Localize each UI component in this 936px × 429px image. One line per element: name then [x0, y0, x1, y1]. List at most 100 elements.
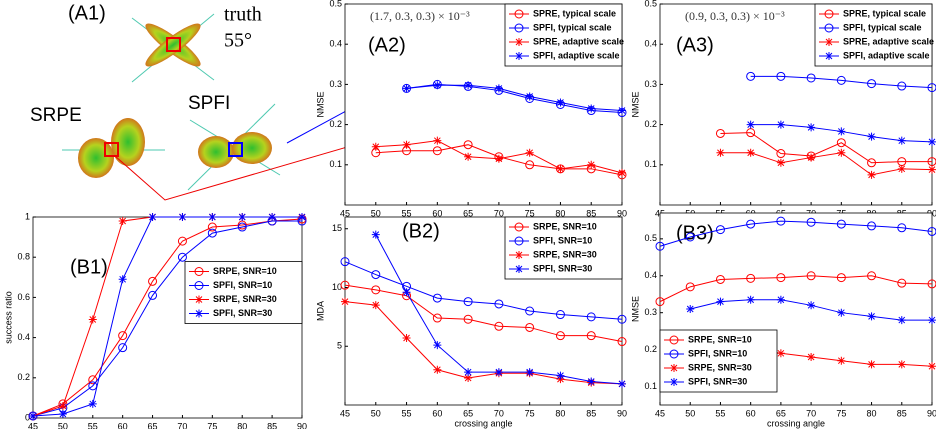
marker: [897, 223, 907, 233]
marker: [837, 148, 846, 157]
marker: [867, 132, 876, 141]
y-tick-label: 1: [25, 211, 30, 221]
marker: [670, 364, 678, 372]
angle-label: 55°: [224, 30, 252, 52]
y-tick-label: 0.4: [644, 39, 657, 49]
marker: [432, 146, 442, 156]
x-tick-label: 80: [867, 408, 877, 418]
x-tick-label: 80: [237, 421, 247, 429]
marker: [341, 297, 349, 306]
marker: [655, 297, 665, 307]
legend-label: SPFI, SNR=10: [533, 235, 592, 245]
marker: [928, 165, 936, 174]
panel-label: (A3): [676, 34, 714, 56]
y-tick-label: 0.2: [644, 119, 657, 129]
marker: [618, 168, 626, 177]
series-line: [32, 220, 302, 417]
marker: [195, 309, 203, 318]
marker: [587, 160, 596, 169]
y-tick-label: 0.2: [644, 344, 657, 354]
marker: [587, 377, 596, 386]
spfi-label: SPFI: [188, 93, 230, 114]
x-tick-label: 50: [685, 408, 695, 418]
marker: [836, 138, 846, 148]
marker: [824, 23, 834, 33]
marker: [494, 321, 504, 331]
marker: [432, 293, 442, 303]
marker: [88, 399, 97, 408]
marker: [685, 282, 695, 292]
x-tick-label: 85: [897, 408, 907, 418]
marker: [463, 314, 473, 324]
legend-label: SRPE, SNR=10: [213, 266, 277, 276]
marker: [515, 38, 523, 46]
truth-glyph: [131, 13, 215, 83]
y-tick-label: 0.1: [329, 159, 342, 169]
series-line: [720, 152, 933, 176]
x-tick-label: 85: [267, 421, 277, 429]
panel-label: (A2): [368, 34, 406, 56]
marker: [715, 274, 725, 284]
x-tick-label: 65: [776, 408, 786, 418]
marker: [746, 273, 756, 283]
marker: [556, 371, 565, 380]
x-tick-label: 45: [655, 408, 665, 418]
panel-label: (B3): [676, 222, 714, 244]
marker: [837, 308, 846, 317]
marker: [433, 365, 442, 374]
marker: [715, 128, 725, 138]
marker: [867, 158, 877, 168]
marker: [867, 271, 877, 281]
marker: [807, 123, 816, 132]
marker: [515, 265, 523, 273]
marker: [897, 81, 907, 91]
series-line: [32, 216, 302, 417]
marker: [927, 226, 936, 236]
x-tick-label: 60: [432, 208, 442, 218]
marker: [685, 232, 695, 242]
x-tick-label: 50: [371, 208, 381, 218]
marker: [867, 79, 877, 89]
marker: [432, 313, 442, 323]
marker: [433, 136, 442, 145]
marker: [340, 257, 350, 267]
marker: [525, 160, 535, 170]
marker: [29, 411, 37, 420]
marker: [340, 280, 350, 290]
marker: [686, 305, 695, 313]
marker: [776, 273, 786, 283]
x-tick-label: 60: [118, 421, 128, 429]
y-axis-label: success ratio: [3, 291, 13, 344]
x-tick-label: 60: [432, 408, 442, 418]
marker: [514, 23, 524, 33]
marker: [618, 379, 626, 388]
x-tick-label: 45: [28, 421, 38, 429]
marker: [897, 278, 907, 288]
marker: [776, 158, 785, 167]
marker: [746, 219, 756, 229]
marker: [897, 136, 906, 145]
marker: [836, 273, 846, 283]
marker: [402, 140, 411, 149]
marker: [670, 378, 678, 386]
x-tick-label: 90: [617, 208, 627, 218]
x-tick-label: 70: [494, 208, 504, 218]
marker: [194, 267, 204, 276]
x-tick-label: 80: [555, 208, 565, 218]
x-tick-label: 75: [207, 421, 217, 429]
y-tick-label: 0.1: [644, 381, 657, 391]
marker: [525, 306, 535, 316]
x-tick-label: 70: [494, 408, 504, 418]
marker: [586, 312, 596, 322]
marker: [371, 142, 380, 151]
marker: [716, 297, 725, 306]
x-axis-label: crossing angle: [454, 418, 512, 428]
y-tick-label: 0: [25, 412, 30, 422]
marker: [746, 295, 755, 304]
marker: [58, 409, 67, 418]
marker: [525, 368, 534, 377]
marker: [897, 360, 906, 369]
marker: [433, 81, 442, 90]
marker: [494, 368, 503, 377]
